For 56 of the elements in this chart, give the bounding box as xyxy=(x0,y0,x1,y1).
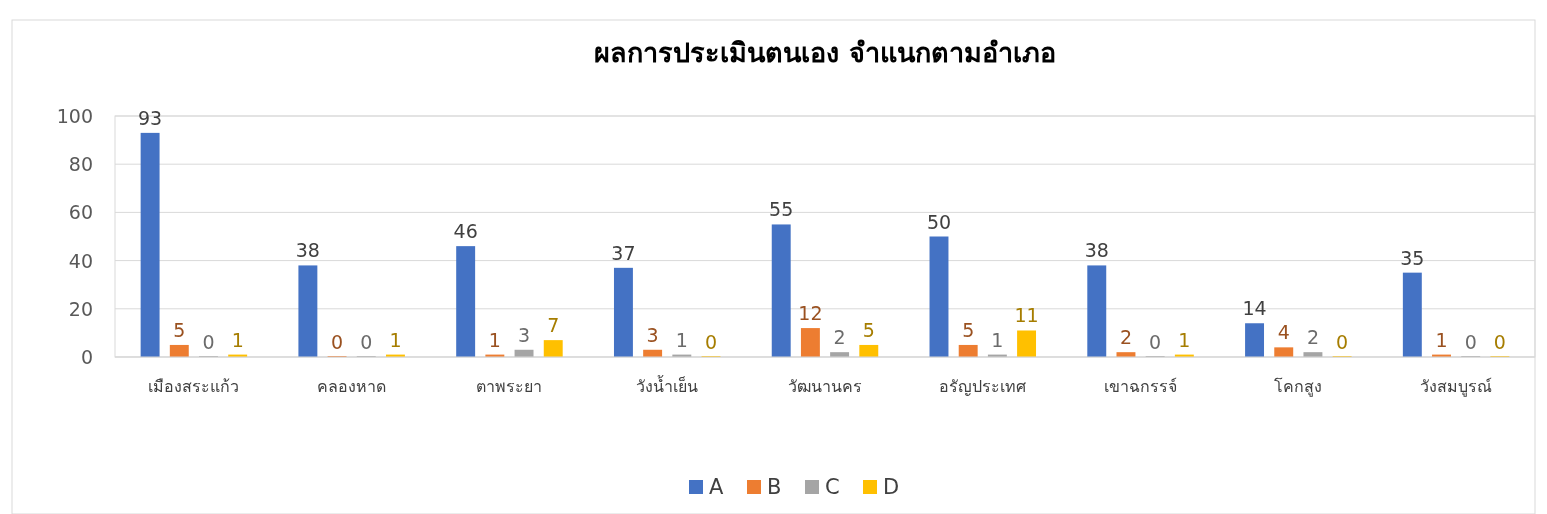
x-tick-label: คลองหาด xyxy=(317,377,387,396)
data-label: 0 xyxy=(331,331,344,353)
x-tick-label: วังสมบูรณ์ xyxy=(1420,377,1493,397)
data-label: 12 xyxy=(798,302,823,325)
data-label: 1 xyxy=(991,328,1004,351)
data-label: 2 xyxy=(1306,326,1319,349)
data-label: 1 xyxy=(675,328,688,351)
data-label: 37 xyxy=(611,241,636,264)
data-label: 2 xyxy=(833,326,846,349)
data-label: 5 xyxy=(173,318,186,341)
x-tick-label: เขาฉกรรจ์ xyxy=(1104,377,1178,396)
y-tick-label: 20 xyxy=(68,297,93,320)
data-label: 46 xyxy=(453,220,478,243)
legend-label: B xyxy=(767,475,782,499)
x-tick-label: วังน้ำเย็น xyxy=(636,375,699,396)
data-label: 3 xyxy=(517,323,531,346)
data-label: 35 xyxy=(1400,246,1425,269)
data-label: 1 xyxy=(488,328,501,351)
data-label: 0 xyxy=(1464,331,1477,353)
y-tick-label: 100 xyxy=(56,105,93,127)
data-label: 55 xyxy=(769,198,794,221)
data-label: 4 xyxy=(1277,321,1290,344)
y-tick-label: 60 xyxy=(68,201,93,224)
data-label: 38 xyxy=(295,239,320,262)
data-label: 1 xyxy=(389,328,402,351)
y-tick-label: 40 xyxy=(68,249,93,272)
data-label: 5 xyxy=(862,318,875,341)
data-label: 0 xyxy=(704,331,718,353)
data-label: 3 xyxy=(646,323,659,346)
data-label: 93 xyxy=(138,106,163,129)
x-tick-label: โคกสูง xyxy=(1274,377,1323,397)
data-label: 0 xyxy=(360,331,373,353)
data-label: 7 xyxy=(547,314,560,337)
data-label: 11 xyxy=(1014,304,1039,327)
data-label: 0 xyxy=(1493,331,1506,353)
legend-label: D xyxy=(883,475,900,499)
data-label: 14 xyxy=(1242,297,1267,320)
data-label: 1 xyxy=(1178,328,1191,351)
data-label: 50 xyxy=(926,210,952,233)
y-tick-label: 80 xyxy=(68,153,93,176)
x-tick-label: วัฒนานคร xyxy=(788,377,862,396)
x-tick-label: ตาพระยา xyxy=(476,377,543,396)
legend-label: C xyxy=(825,475,840,499)
data-label: 38 xyxy=(1084,239,1109,262)
data-label: 2 xyxy=(1119,326,1133,349)
data-label: 1 xyxy=(231,328,244,351)
data-label: 0 xyxy=(1336,331,1349,353)
data-label: 0 xyxy=(202,331,215,353)
data-label: 0 xyxy=(1149,331,1162,353)
data-label: 5 xyxy=(962,318,975,341)
chart-title: ผลการประเมินตนเอง จำแนกตามอำเภอ xyxy=(594,37,1056,68)
x-tick-label: อรัญประเทศ xyxy=(939,377,1027,396)
x-tick-label: เมืองสระแก้ว xyxy=(148,377,240,396)
legend-label: A xyxy=(709,475,724,499)
y-tick-label: 0 xyxy=(80,346,93,368)
data-label: 1 xyxy=(1435,328,1448,351)
